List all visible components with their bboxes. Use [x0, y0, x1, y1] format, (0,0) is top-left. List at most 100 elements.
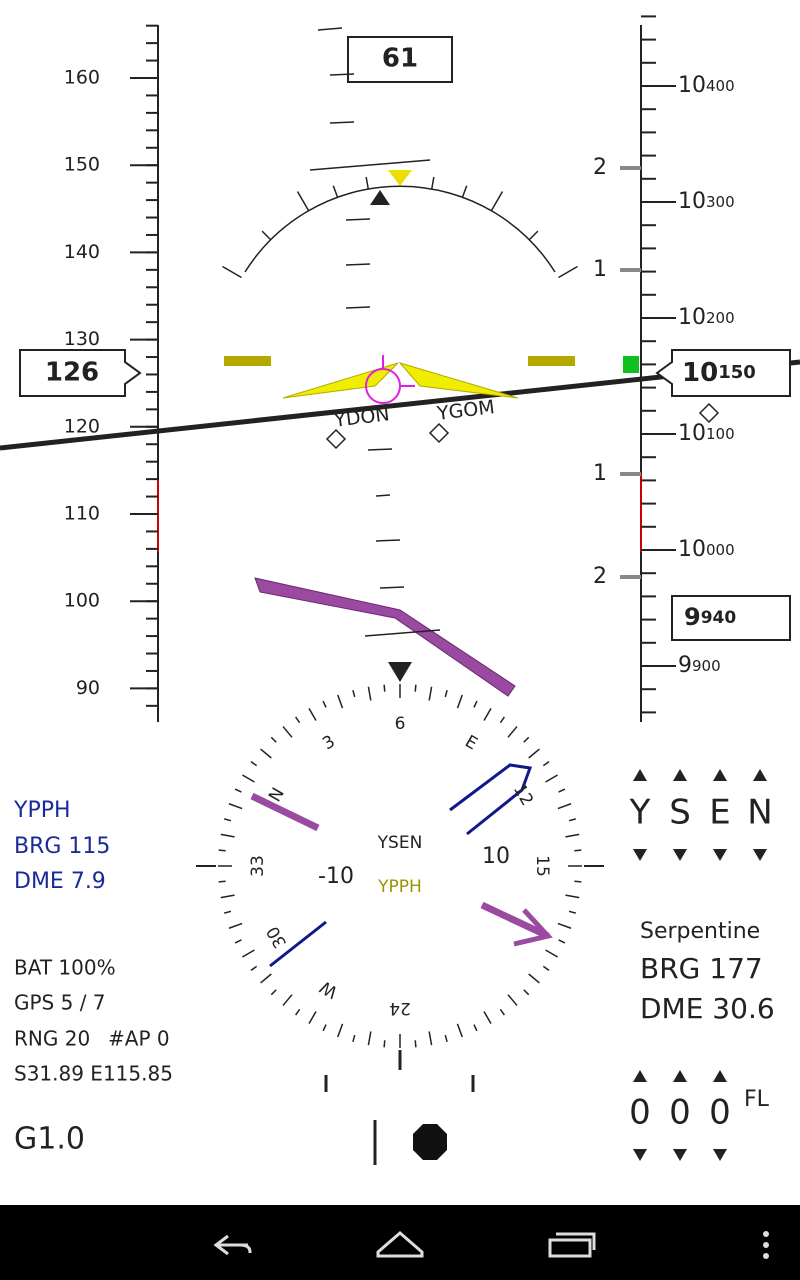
compass-lubber [388, 662, 412, 682]
compass-tick [507, 994, 518, 1006]
roll-tick [296, 191, 310, 211]
course-arrow [513, 908, 553, 947]
altitude-major: 10 [678, 305, 706, 330]
compass-tick [414, 1040, 417, 1048]
speed-label: 120 [64, 415, 100, 437]
compass-tick [558, 939, 566, 944]
compass-tick [234, 788, 242, 793]
compass-tick [499, 1008, 506, 1016]
compass-label: 24 [389, 998, 411, 1018]
recents-button[interactable] [548, 1232, 596, 1258]
compass-tick [565, 833, 580, 838]
navigation-bar [0, 1205, 800, 1280]
roll-tick [528, 230, 539, 241]
letter-down [633, 849, 647, 861]
menu-dot[interactable] [763, 1231, 769, 1237]
course-needle-tail [250, 792, 320, 832]
compass-tick [473, 700, 478, 708]
compass-tick [220, 894, 235, 899]
deviation-left: -10 [318, 864, 354, 889]
bearing-pointer [449, 763, 533, 836]
altitude-value: 10150 [682, 358, 756, 388]
compass-tick [523, 989, 530, 996]
altitude-minor: 940 [701, 608, 737, 628]
deviation-right: 10 [482, 844, 510, 869]
speed-label: 90 [76, 677, 100, 699]
compass-tick [444, 1034, 448, 1042]
aircraft-wing-right [398, 362, 519, 399]
altitude-minor: 400 [706, 77, 735, 95]
altitude-label: 10400 [678, 73, 735, 98]
letter-up [713, 769, 727, 781]
roll-tick [431, 176, 435, 189]
menu-dot[interactable] [763, 1242, 769, 1248]
back-button[interactable] [213, 1234, 252, 1256]
menu-button[interactable] [763, 1231, 769, 1259]
roll-pointer [388, 170, 412, 186]
altitude-label: 10200 [678, 305, 735, 330]
menu-dot[interactable] [763, 1253, 769, 1259]
selected-altitude-box [671, 595, 791, 641]
compass-tick [568, 818, 576, 822]
compass-tick [322, 1024, 327, 1032]
compass-tick [228, 803, 243, 810]
speed-label: 140 [64, 241, 100, 263]
letter-down [753, 849, 767, 861]
letter-up [753, 769, 767, 781]
altitude-major: 10 [682, 358, 718, 388]
compass-tick [250, 965, 258, 972]
compass-tick [220, 833, 235, 838]
compass-tick [558, 788, 566, 793]
compass-tick [523, 736, 530, 743]
speed-box [19, 349, 142, 397]
compass-tick [270, 989, 277, 996]
altitude-major: 9 [684, 603, 701, 631]
altitude-label: 9900 [678, 653, 721, 678]
g-load: G1.0 [14, 1122, 85, 1157]
compass-tick [456, 694, 463, 709]
vsi-label: 2 [593, 155, 607, 180]
compass-tick [545, 949, 558, 958]
compass-tick [308, 708, 317, 721]
fl-up [633, 1070, 647, 1082]
waypoint-marker [698, 402, 720, 424]
altitude-label: 10000 [678, 537, 735, 562]
altitude-minor: 200 [706, 309, 735, 327]
altitude-minor: 000 [706, 541, 735, 559]
pitch-ladder-line [329, 73, 355, 76]
waypoint-marker [428, 422, 450, 444]
range: RNG 20 [14, 1027, 90, 1051]
speed-label: 150 [64, 154, 100, 176]
speed-label: 110 [64, 503, 100, 525]
roll-tick [558, 265, 578, 279]
pitch-ladder-line [367, 448, 393, 451]
compass-tick [565, 894, 580, 899]
compass-tick [568, 910, 576, 914]
roll-tick [365, 176, 369, 189]
compass-tick [499, 716, 506, 724]
pitch-ladder-line [309, 159, 431, 171]
letter-up [673, 769, 687, 781]
altitude-minor: 900 [692, 657, 721, 675]
pitch-ladder-line [379, 586, 405, 589]
compass-tick [542, 760, 550, 767]
compass-tick [574, 849, 582, 852]
compass-tick [250, 760, 258, 767]
fl-digit: 0 [709, 1093, 731, 1133]
code-letter: S [669, 793, 691, 833]
pitch-ladder-line [345, 306, 371, 309]
compass-tick [308, 1011, 317, 1024]
fl-digit: 0 [629, 1093, 651, 1133]
compass-tick [444, 690, 448, 698]
speed-label: 160 [64, 67, 100, 89]
code-letter: Y [629, 793, 651, 833]
pitch-ladder-line [317, 27, 343, 31]
fl-down [713, 1149, 727, 1161]
code-letter: E [709, 793, 730, 833]
bank-pointer [370, 190, 390, 205]
home-button[interactable] [376, 1231, 424, 1258]
compass-label: 15 [532, 855, 552, 877]
altitude-major: 10 [678, 73, 706, 98]
